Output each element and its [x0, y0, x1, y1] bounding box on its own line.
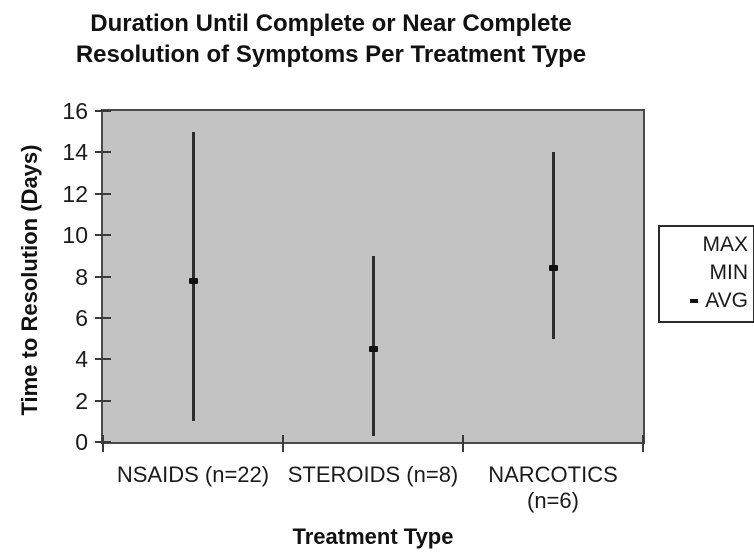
y-tick-mark [95, 358, 111, 360]
y-tick-mark [95, 193, 111, 195]
x-category-label: NSAIDS (n=22) [103, 462, 283, 488]
x-axis-title: Treatment Type [292, 524, 454, 549]
legend-item-avg: AVG [664, 287, 748, 315]
avg-marker-1 [189, 278, 198, 284]
legend: MAX MIN AVG [658, 225, 754, 323]
chart-title-line-1: Duration Until Complete or Near Complete [90, 10, 572, 37]
legend-label: MIN [709, 261, 749, 284]
y-tick-mark [95, 110, 111, 112]
legend-entries: MAX MIN AVG [664, 231, 748, 315]
y-tick-label: 2 [75, 388, 88, 414]
x-tick-mark [462, 435, 464, 452]
y-tick-label: 4 [75, 346, 88, 372]
y-tick-mark [95, 317, 111, 319]
legend-label: AVG [705, 289, 748, 312]
y-tick-label: 10 [62, 222, 88, 248]
y-tick-mark [95, 276, 111, 278]
y-tick-label: 0 [75, 429, 88, 455]
x-category-label-line: STEROIDS (n=8) [287, 462, 459, 487]
avg-dash-icon [690, 299, 699, 303]
y-tick-mark [95, 234, 111, 236]
y-tick-label: 6 [75, 305, 88, 331]
x-tick-mark [102, 435, 104, 452]
legend-item-min: MIN [664, 259, 749, 287]
y-tick-label: 14 [62, 139, 88, 165]
y-tick-label: 12 [62, 181, 88, 207]
x-tick-mark [282, 435, 284, 452]
avg-marker-3 [549, 265, 558, 271]
legend-label: MAX [702, 233, 748, 256]
legend-item-max: MAX [664, 231, 748, 259]
x-category-label-line: NARCOTICS [488, 462, 618, 487]
x-category-label-line: NSAIDS (n=22) [116, 462, 270, 487]
x-category-label-line: (n=6) [527, 488, 579, 513]
x-tick-mark [642, 435, 644, 452]
range-line-3 [552, 152, 555, 339]
avg-marker-2 [369, 346, 378, 352]
chart-title: Duration Until Complete or Near Complete… [0, 8, 662, 70]
y-tick-label: 8 [75, 264, 88, 290]
y-tick-mark [95, 151, 111, 153]
y-tick-label: 16 [62, 98, 88, 124]
x-category-label: NARCOTICS (n=6) [463, 462, 643, 514]
x-category-label: STEROIDS (n=8) [283, 462, 463, 488]
range-line-1 [192, 132, 195, 421]
chart-title-line-2: Resolution of Symptoms Per Treatment Typ… [75, 41, 587, 68]
y-tick-mark [95, 400, 111, 402]
